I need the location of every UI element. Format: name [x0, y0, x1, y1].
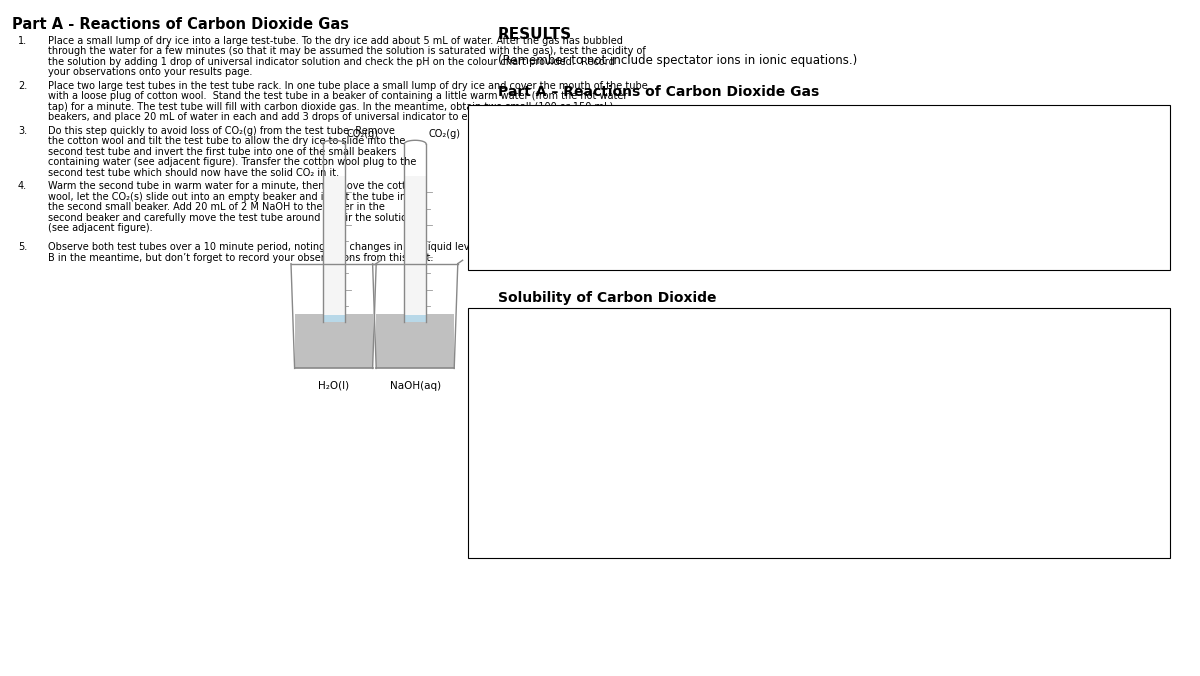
FancyBboxPatch shape	[295, 314, 373, 368]
Text: 2.: 2.	[18, 81, 28, 91]
FancyBboxPatch shape	[404, 315, 426, 322]
Text: RESULTS: RESULTS	[498, 27, 572, 42]
Text: your observations onto your results page.: your observations onto your results page…	[48, 67, 252, 77]
Text: 4.: 4.	[18, 181, 28, 191]
FancyBboxPatch shape	[323, 176, 344, 322]
FancyBboxPatch shape	[404, 176, 426, 322]
Text: Observations at end of steps 2–5.: Observations at end of steps 2–5.	[474, 313, 638, 323]
Text: Do this step quickly to avoid loss of CO₂(g) from the test tube. Remove: Do this step quickly to avoid loss of CO…	[48, 126, 395, 136]
Text: Part A – Reactions of Carbon Dioxide Gas: Part A – Reactions of Carbon Dioxide Gas	[498, 84, 820, 99]
Text: with a loose plug of cotton wool.  Stand the test tube in a beaker of containing: with a loose plug of cotton wool. Stand …	[48, 91, 628, 101]
FancyBboxPatch shape	[323, 315, 344, 322]
FancyBboxPatch shape	[468, 105, 1170, 270]
Text: second test tube which should now have the solid CO₂ in it.: second test tube which should now have t…	[48, 168, 340, 178]
Text: CO₂(g): CO₂(g)	[428, 129, 461, 139]
Text: 1.: 1.	[18, 36, 28, 46]
Text: Place a small lump of dry ice into a large test-tube. To the dry ice add about 5: Place a small lump of dry ice into a lar…	[48, 36, 623, 46]
Text: second test tube and invert the first tube into one of the small beakers: second test tube and invert the first tu…	[48, 147, 396, 157]
Text: (Remember to not include spectator ions in ionic equations.): (Remember to not include spectator ions …	[498, 54, 857, 67]
Text: Solubility of Carbon Dioxide: Solubility of Carbon Dioxide	[498, 291, 716, 305]
FancyBboxPatch shape	[377, 314, 454, 368]
Text: containing water (see adjacent figure). Transfer the cotton wool plug to the: containing water (see adjacent figure). …	[48, 158, 416, 167]
Text: Observe both test tubes over a 10 minute period, noting any changes in the liqui: Observe both test tubes over a 10 minute…	[48, 242, 640, 252]
Text: (see adjacent figure).: (see adjacent figure).	[48, 223, 152, 233]
Text: Part A - Reactions of Carbon Dioxide Gas: Part A - Reactions of Carbon Dioxide Gas	[12, 17, 349, 32]
FancyBboxPatch shape	[468, 308, 1170, 558]
Text: the second small beaker. Add 20 mL of 2 M NaOH to the water in the: the second small beaker. Add 20 mL of 2 …	[48, 202, 385, 212]
Text: the solution by adding 1 drop of universal indicator solution and check the pH o: the solution by adding 1 drop of univers…	[48, 57, 614, 67]
Text: B in the meantime, but don’t forget to record your observations from this part.: B in the meantime, but don’t forget to r…	[48, 253, 433, 263]
Text: wool, let the CO₂(s) slide out into an empty beaker and invert the tube into: wool, let the CO₂(s) slide out into an e…	[48, 192, 416, 202]
Text: Warm the second tube in warm water for a minute, then remove the cotton: Warm the second tube in warm water for a…	[48, 181, 418, 191]
Text: Observations at end of step 1.: Observations at end of step 1.	[474, 110, 622, 120]
Text: beakers, and place 20 mL of water in each and add 3 drops of universal indicator: beakers, and place 20 mL of water in eac…	[48, 112, 488, 122]
Text: CO₂(g): CO₂(g)	[347, 129, 379, 139]
Text: 3.: 3.	[18, 126, 28, 136]
Text: Place two large test tubes in the test tube rack. In one tube place a small lump: Place two large test tubes in the test t…	[48, 81, 648, 91]
Text: through the water for a few minutes (so that it may be assumed the solution is s: through the water for a few minutes (so …	[48, 46, 646, 56]
Text: 5.: 5.	[18, 242, 28, 252]
Text: second beaker and carefully move the test tube around to stir the solution: second beaker and carefully move the tes…	[48, 213, 413, 223]
Text: the cotton wool and tilt the test tube to allow the dry ice to slide into the: the cotton wool and tilt the test tube t…	[48, 137, 406, 146]
Text: tap) for a minute. The test tube will fill with carbon dioxide gas. In the meant: tap) for a minute. The test tube will fi…	[48, 102, 613, 112]
Text: H₂O(l): H₂O(l)	[318, 381, 349, 391]
Text: NaOH(aq): NaOH(aq)	[390, 381, 440, 391]
